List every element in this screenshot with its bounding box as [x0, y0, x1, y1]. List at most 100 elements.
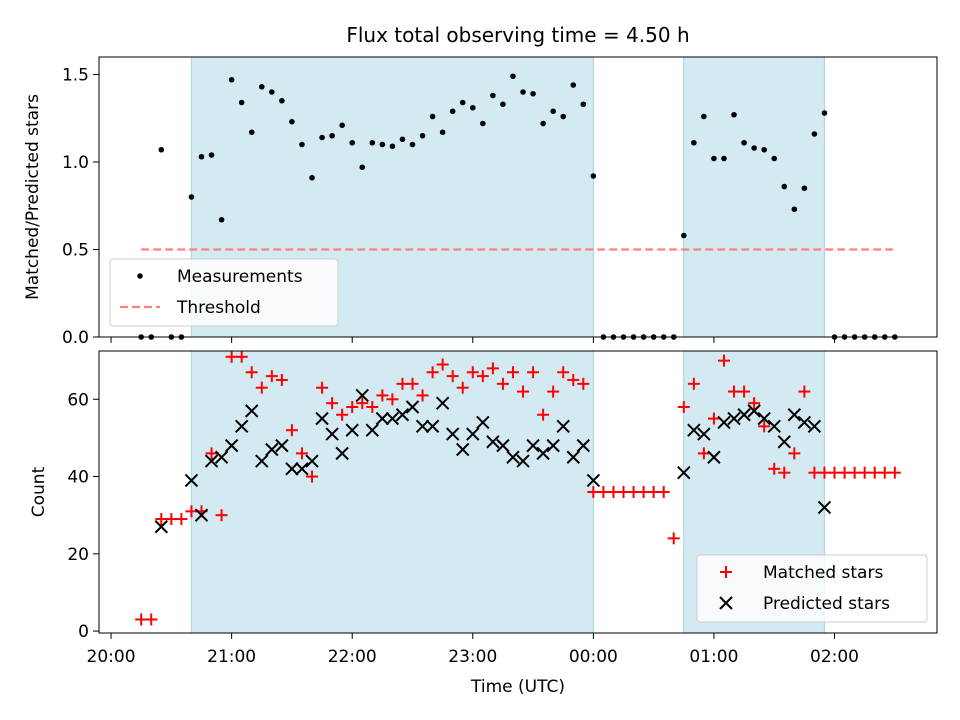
- legend-matched-label: Matched stars: [763, 563, 883, 583]
- predicted-star-point: [295, 462, 309, 476]
- matched-star-point: [275, 373, 288, 386]
- measurement-point: [419, 132, 426, 139]
- predicted-star-point: [817, 500, 832, 515]
- predicted-star-point: [245, 404, 259, 418]
- predicted-star-point: [425, 419, 440, 434]
- predicted-star-point: [355, 388, 369, 403]
- matched-star-point: [888, 466, 901, 479]
- matched-star-point: [245, 366, 258, 379]
- measurement-point: [811, 131, 818, 137]
- bottom-y-ticks: 0 20 40 60: [67, 390, 99, 642]
- y-tick-label: 0.0: [62, 328, 89, 348]
- measurement-point: [530, 90, 536, 97]
- matched-star-point: [155, 513, 168, 526]
- predicted-star-point: [586, 473, 601, 488]
- shaded-interval: [683, 57, 825, 337]
- matched-star-point: [165, 513, 178, 526]
- measurement-point: [741, 139, 747, 146]
- measurement-point: [309, 174, 315, 181]
- measurement-point: [540, 120, 546, 127]
- matched-star-point: [336, 408, 349, 421]
- measurement-points: [138, 73, 898, 340]
- matched-star-point: [306, 470, 319, 483]
- matched-star-point: [717, 354, 730, 367]
- measurement-point: [349, 139, 356, 146]
- matched-star-point: [617, 486, 630, 498]
- matched-star-point: [386, 393, 399, 406]
- predicted-star-point: [737, 408, 751, 422]
- measurement-point: [520, 89, 526, 95]
- matched-star-point: [808, 466, 821, 479]
- measurement-point: [449, 108, 456, 115]
- bottom-panel: 0 20 40 60 20:00 21:00 22:00 23:00 00:00 01:00 02…: [29, 350, 938, 697]
- measurement-point: [570, 82, 577, 88]
- predicted-star-point: [214, 450, 229, 464]
- matched-star-point: [446, 370, 459, 383]
- measurement-point: [469, 104, 476, 111]
- x-tick-label: 01:00: [689, 647, 738, 667]
- matched-star-point: [527, 366, 540, 379]
- top-legend-box: [109, 258, 339, 327]
- predicted-star-point: [275, 438, 289, 453]
- matched-star-point: [868, 466, 881, 479]
- y-tick-label: 0: [78, 622, 89, 642]
- measurement-point: [369, 139, 376, 146]
- matched-star-point: [406, 377, 419, 390]
- matched-star-point: [326, 397, 339, 410]
- top-panel: 0.0 0.5 1.0 1.5 Matched/Predicted stars Mea…: [23, 56, 938, 348]
- matched-star-point: [587, 486, 600, 498]
- matched-star-point: [547, 385, 560, 398]
- matched-star-point: [577, 377, 590, 390]
- predicted-star-point: [395, 408, 410, 422]
- predicted-star-point: [677, 465, 691, 480]
- matched-star-point: [697, 447, 710, 460]
- y-tick-label: 1.0: [62, 153, 89, 173]
- predicted-star-point: [385, 411, 400, 426]
- predicted-star-point: [516, 454, 530, 468]
- matched-star-point: [828, 466, 841, 479]
- measurement-point: [590, 173, 597, 179]
- matched-star-point: [838, 466, 851, 479]
- predicted-star-point: [445, 427, 460, 441]
- matched-star-point: [748, 397, 761, 410]
- predicted-star-point: [305, 454, 319, 468]
- measurement-point: [801, 185, 808, 192]
- matched-star-point: [667, 532, 680, 545]
- chart-title: Flux total observing time = 4.50 h: [346, 23, 689, 47]
- matched-star-point: [366, 401, 379, 414]
- measurement-point: [680, 232, 687, 239]
- measurement-point: [711, 155, 717, 162]
- predicted-star-point: [546, 438, 560, 453]
- y-tick-label: 60: [67, 390, 89, 410]
- matched-star-point: [738, 385, 751, 398]
- predicted-star-point: [576, 438, 591, 453]
- matched-star-point: [496, 377, 509, 390]
- measurement-point: [379, 141, 386, 148]
- matched-star-point: [798, 385, 811, 398]
- predicted-star-point: [154, 520, 169, 534]
- legend-matched-marker: [720, 566, 732, 578]
- matched-star-point: [436, 358, 449, 371]
- matched-star-point: [848, 466, 861, 479]
- x-tick-label: 21:00: [207, 647, 256, 667]
- predicted-star-point: [285, 462, 299, 476]
- predicted-star-point: [405, 400, 420, 414]
- matched-star-point: [456, 381, 469, 394]
- predicted-star-point: [335, 446, 349, 461]
- predicted-star-point: [757, 411, 771, 426]
- predicted-star-point: [566, 450, 580, 464]
- matched-star-point: [235, 350, 248, 363]
- matched-star-point: [175, 513, 188, 526]
- measurement-point: [399, 136, 406, 143]
- predicted-stars-points: [154, 388, 832, 534]
- predicted-star-point: [456, 442, 470, 457]
- measurement-point: [560, 113, 567, 120]
- measurement-point: [359, 164, 366, 171]
- y-tick-label: 1.5: [62, 66, 89, 86]
- x-tick-label: 00:00: [569, 647, 618, 667]
- matched-star-point: [506, 366, 519, 379]
- measurement-point: [480, 120, 486, 127]
- measurement-point: [429, 113, 436, 120]
- measurement-point: [721, 155, 727, 162]
- matched-star-point: [768, 462, 781, 475]
